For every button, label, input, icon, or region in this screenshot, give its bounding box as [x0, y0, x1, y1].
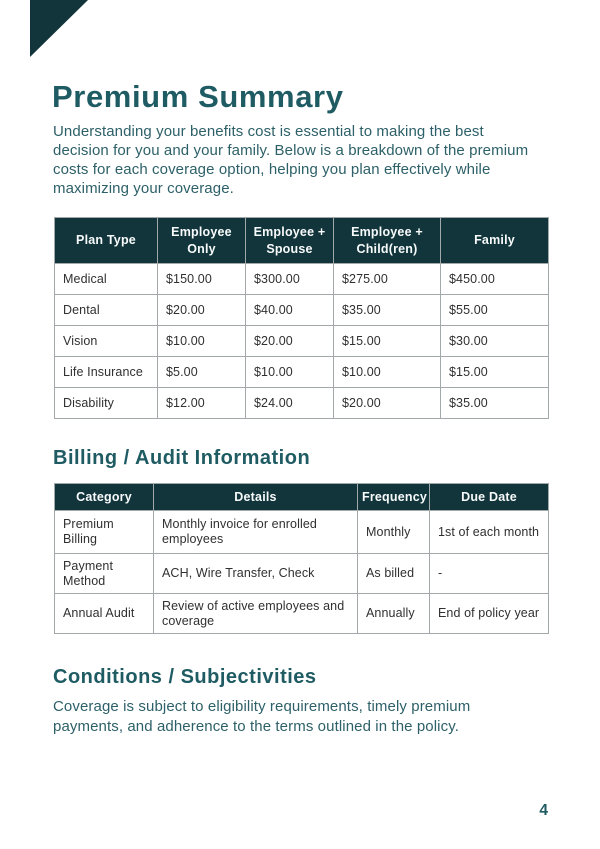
column-header-frequency: Frequency — [357, 483, 430, 511]
column-header-employee-only: Employee Only — [157, 217, 246, 264]
price-cell: $20.00 — [245, 325, 334, 357]
page-title: Premium Summary — [52, 79, 344, 114]
price-cell: $10.00 — [245, 356, 334, 388]
due-date-cell: - — [429, 553, 549, 594]
column-header-employee-children: Employee + Child(ren) — [333, 217, 441, 264]
conditions-heading: Conditions / Subjectivities — [53, 666, 317, 688]
column-header-family: Family — [440, 217, 549, 264]
billing-audit-heading: Billing / Audit Information — [53, 447, 311, 469]
price-cell: $10.00 — [333, 356, 441, 388]
column-header-category: Category — [54, 483, 154, 511]
table-row-medical: Medical $150.00 $300.00 $275.00 $450.00 — [54, 263, 549, 295]
page-number: 4 — [539, 802, 548, 819]
price-cell: $12.00 — [157, 387, 246, 419]
billing-audit-table: Category Details Frequency Due Date Prem… — [54, 483, 549, 634]
intro-paragraph: Understanding your benefits cost is esse… — [53, 123, 529, 197]
price-cell: $275.00 — [333, 263, 441, 295]
price-cell: $5.00 — [157, 356, 246, 388]
price-cell: $10.00 — [157, 325, 246, 357]
price-cell: $15.00 — [440, 356, 549, 388]
corner-triangle-decoration — [30, 0, 88, 57]
plan-type-cell: Medical — [54, 263, 158, 295]
price-cell: $150.00 — [157, 263, 246, 295]
price-cell: $35.00 — [440, 387, 549, 419]
price-cell: $40.00 — [245, 294, 334, 326]
column-header-employee-spouse: Employee + Spouse — [245, 217, 334, 264]
table-row-vision: Vision $10.00 $20.00 $15.00 $30.00 — [54, 325, 549, 357]
category-cell: Payment Method — [54, 553, 154, 594]
frequency-cell: Monthly — [357, 510, 430, 554]
due-date-cell: End of policy year — [429, 593, 549, 634]
price-cell: $30.00 — [440, 325, 549, 357]
details-cell: ACH, Wire Transfer, Check — [153, 553, 358, 594]
table-row-disability: Disability $12.00 $24.00 $20.00 $35.00 — [54, 387, 549, 419]
due-date-cell: 1st of each month — [429, 510, 549, 554]
table-row-annual-audit: Annual Audit Review of active employees … — [54, 593, 549, 634]
column-header-plan-type: Plan Type — [54, 217, 158, 264]
plan-type-cell: Disability — [54, 387, 158, 419]
plan-type-cell: Dental — [54, 294, 158, 326]
details-cell: Review of active employees and coverage — [153, 593, 358, 634]
price-cell: $15.00 — [333, 325, 441, 357]
price-cell: $450.00 — [440, 263, 549, 295]
details-cell: Monthly invoice for enrolled employees — [153, 510, 358, 554]
table-row-payment-method: Payment Method ACH, Wire Transfer, Check… — [54, 553, 549, 594]
premium-table-header-row: Plan Type Employee Only Employee + Spous… — [54, 217, 549, 264]
table-row-dental: Dental $20.00 $40.00 $35.00 $55.00 — [54, 294, 549, 326]
category-cell: Premium Billing — [54, 510, 154, 554]
price-cell: $35.00 — [333, 294, 441, 326]
price-cell: $20.00 — [157, 294, 246, 326]
price-cell: $300.00 — [245, 263, 334, 295]
frequency-cell: Annually — [357, 593, 430, 634]
column-header-details: Details — [153, 483, 358, 511]
column-header-due-date: Due Date — [429, 483, 549, 511]
plan-type-cell: Vision — [54, 325, 158, 357]
conditions-paragraph: Coverage is subject to eligibility requi… — [53, 698, 471, 735]
price-cell: $55.00 — [440, 294, 549, 326]
table-row-premium-billing: Premium Billing Monthly invoice for enro… — [54, 510, 549, 554]
price-cell: $24.00 — [245, 387, 334, 419]
frequency-cell: As billed — [357, 553, 430, 594]
plan-type-cell: Life Insurance — [54, 356, 158, 388]
premium-summary-table: Plan Type Employee Only Employee + Spous… — [54, 217, 549, 419]
price-cell: $20.00 — [333, 387, 441, 419]
table-row-life-insurance: Life Insurance $5.00 $10.00 $10.00 $15.0… — [54, 356, 549, 388]
category-cell: Annual Audit — [54, 593, 154, 634]
billing-table-header-row: Category Details Frequency Due Date — [54, 483, 549, 511]
